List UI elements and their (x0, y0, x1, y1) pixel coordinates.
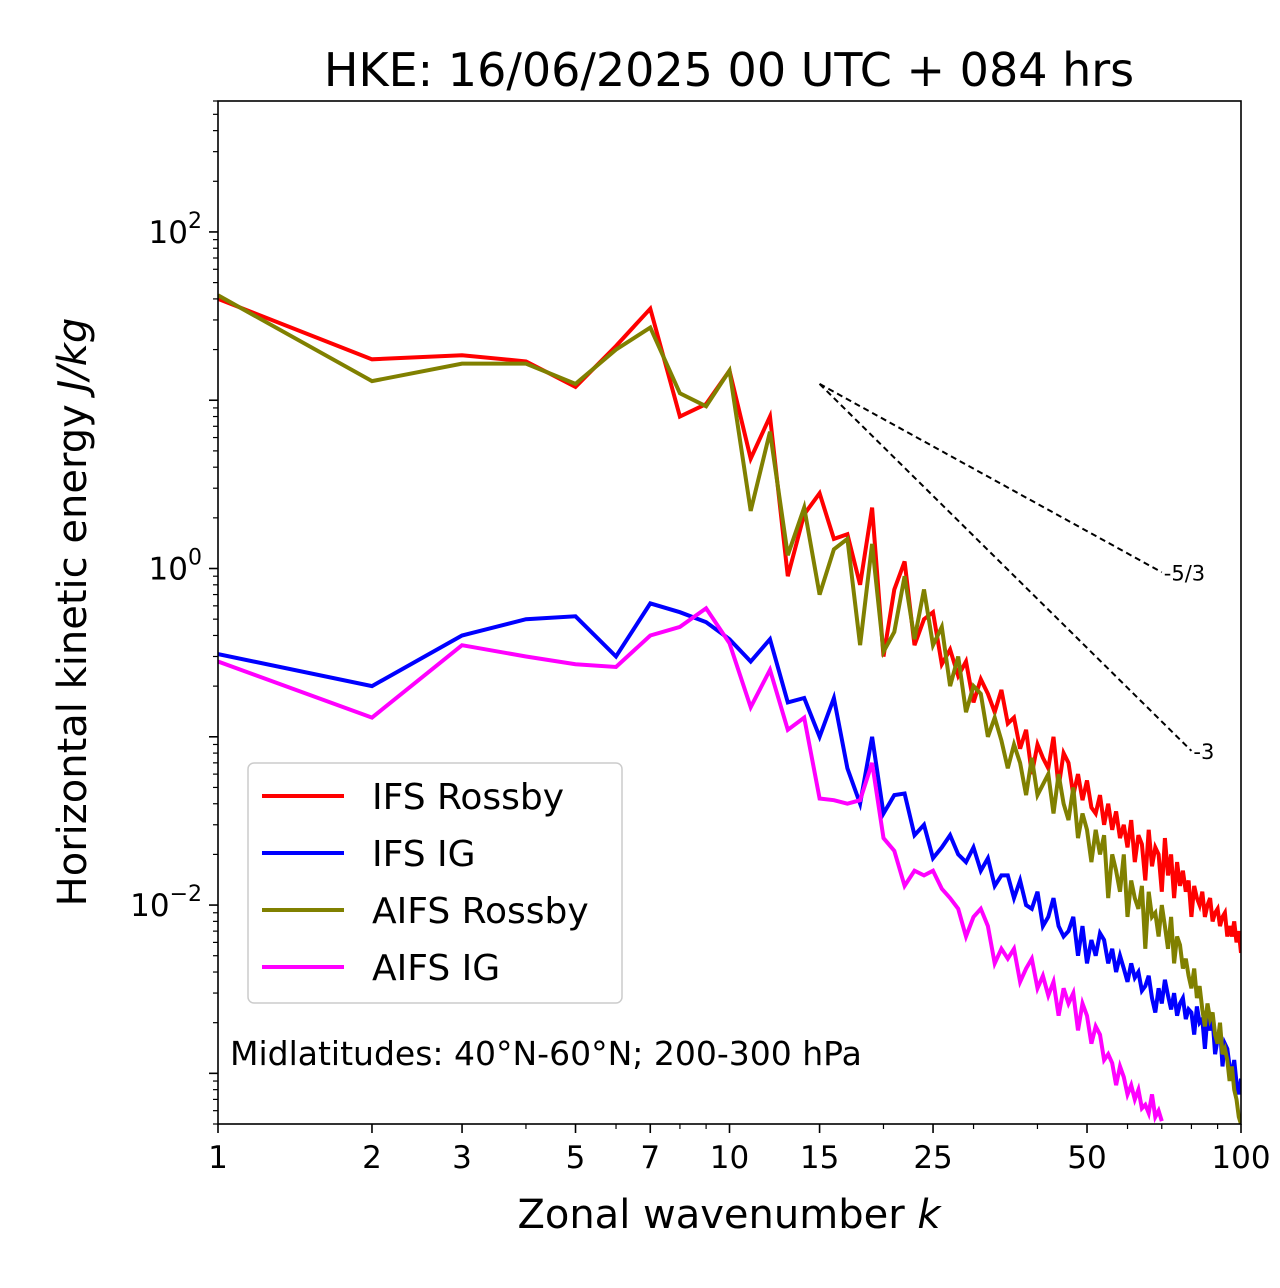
y-tick-label: 102 (149, 209, 202, 251)
chart-title: HKE: 16/06/2025 00 UTC + 084 hrs (324, 43, 1134, 97)
x-tick-label: 25 (913, 1140, 952, 1176)
series-line-ifs-ig (218, 601, 1241, 1095)
legend-label-ifs-rossby: IFS Rossby (372, 777, 564, 818)
reference-slope-label-2: -3 (1193, 740, 1214, 764)
x-axis-label: Zonal wavenumber k (517, 1192, 942, 1238)
x-axis-label-var: k (917, 1192, 942, 1238)
x-tick-label: 7 (640, 1140, 660, 1176)
y-tick-label: 10−2 (130, 882, 202, 924)
y-axis-label-units: J/kg (50, 318, 96, 399)
x-tick-label: 50 (1067, 1140, 1106, 1176)
y-axis-label: Horizontal kinetic energy J/kg (50, 318, 96, 907)
series-line-aifs-ig (218, 605, 1164, 1124)
legend-label-ifs-ig: IFS IG (372, 834, 476, 875)
x-tick-label: 1 (208, 1140, 228, 1176)
legend-label-aifs-rossby: AIFS Rossby (372, 891, 589, 932)
x-tick-label: 3 (452, 1140, 472, 1176)
series-line-ifs-rossby (218, 297, 1241, 954)
reference-slope-line-2 (818, 383, 1193, 752)
reference-slope-label-1: -5/3 (1164, 561, 1205, 585)
x-tick-label: 15 (800, 1140, 839, 1176)
reference-slopes: -5/3 -3 (818, 383, 1214, 764)
region-annotation: Midlatitudes: 40°N-60°N; 200-300 hPa (230, 1034, 862, 1073)
y-axis-label-text: Horizontal kinetic energy (50, 404, 96, 906)
reference-slope-line-1 (819, 383, 1163, 574)
legend-label-aifs-ig: AIFS IG (372, 948, 500, 989)
y-tick-label: 100 (149, 546, 202, 588)
x-axis-ticks: 1 2 3 5 7 10 15 25 50 100 (208, 1124, 1271, 1176)
x-tick-label: 2 (362, 1140, 382, 1176)
x-axis-label-text: Zonal wavenumber (517, 1192, 905, 1238)
y-axis-ticks: 102 100 10−2 (130, 100, 218, 1125)
legend: IFS Rossby IFS IG AIFS Rossby AIFS IG (247, 762, 623, 1004)
series-layer (218, 293, 1241, 1124)
x-tick-label: 100 (1211, 1140, 1270, 1176)
x-tick-label: 5 (566, 1140, 586, 1176)
legend-frame (247, 762, 623, 1004)
x-tick-label: 10 (710, 1140, 749, 1176)
series-line-aifs-rossby (218, 293, 1241, 1124)
